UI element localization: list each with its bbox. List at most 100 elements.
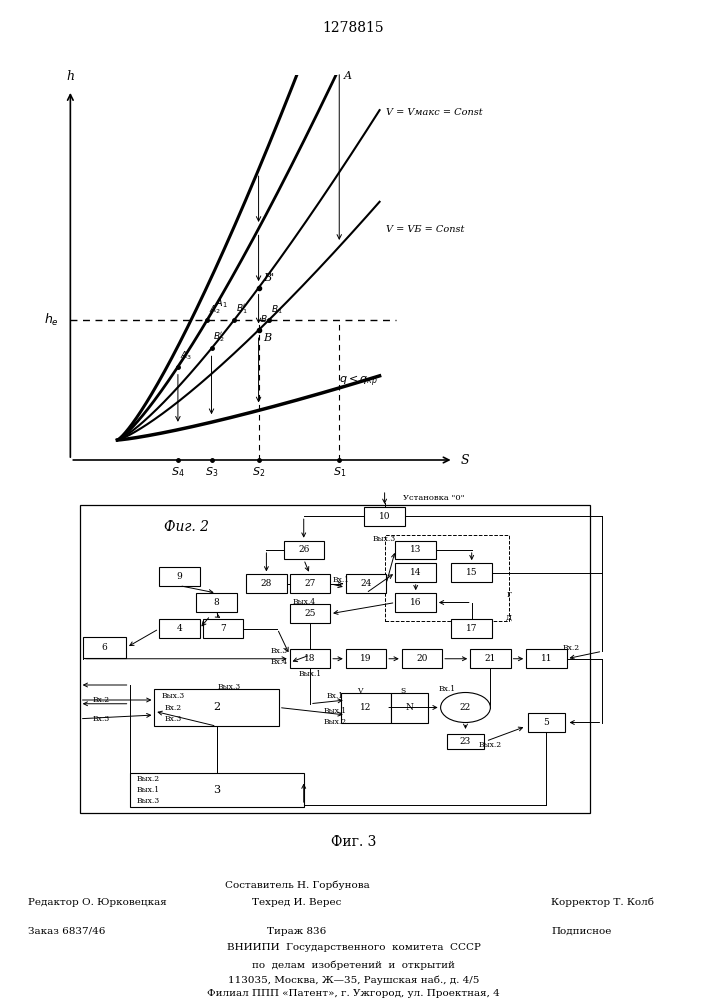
Text: 11: 11 — [541, 654, 552, 663]
Text: $h_e$: $h_e$ — [44, 312, 59, 328]
Text: 14: 14 — [410, 568, 421, 577]
Bar — [203, 619, 243, 638]
Text: Филиал ППП «Патент», г. Ужгород, ул. Проектная, 4: Филиал ППП «Патент», г. Ужгород, ул. Про… — [207, 988, 500, 998]
Text: Вх.3: Вх.3 — [92, 715, 110, 723]
Text: $A_2$: $A_2$ — [209, 303, 221, 316]
Text: $S_4$: $S_4$ — [171, 465, 185, 479]
Bar — [290, 649, 330, 668]
Bar — [527, 713, 565, 732]
Text: B': B' — [264, 273, 275, 283]
Text: 2: 2 — [213, 702, 220, 712]
Text: $A_3$: $A_3$ — [180, 350, 192, 362]
Bar — [346, 649, 386, 668]
Text: Вх.4: Вх.4 — [270, 658, 288, 666]
Text: 22: 22 — [460, 703, 471, 712]
Text: Вых.2: Вых.2 — [323, 718, 346, 726]
Text: 19: 19 — [360, 654, 372, 663]
Text: Вых.3: Вых.3 — [373, 535, 396, 543]
Text: $q < q_{кр}$: $q < q_{кр}$ — [339, 373, 378, 389]
Text: Тираж 836: Тираж 836 — [267, 927, 327, 936]
Bar — [159, 619, 199, 638]
Text: $B_2'$: $B_2'$ — [214, 330, 225, 344]
Text: $S_1$: $S_1$ — [332, 465, 346, 479]
Bar — [83, 637, 127, 658]
Text: $S_3$: $S_3$ — [205, 465, 218, 479]
Text: 18: 18 — [304, 654, 316, 663]
Text: 1278815: 1278815 — [322, 20, 385, 34]
Circle shape — [440, 692, 491, 722]
Text: A: A — [344, 71, 352, 81]
Text: Вх.1: Вх.1 — [326, 692, 344, 700]
Text: Вх.1: Вх.1 — [438, 685, 455, 693]
Bar — [470, 649, 510, 668]
Text: Фиг. 2: Фиг. 2 — [164, 520, 209, 534]
Text: S: S — [460, 454, 469, 466]
Text: Установка "0": Установка "0" — [403, 493, 465, 502]
Text: V: V — [357, 687, 363, 695]
Text: Г: Г — [506, 591, 512, 599]
Bar — [290, 574, 330, 593]
Bar — [395, 593, 436, 612]
Text: по  делам  изобретений  и  открытий: по делам изобретений и открытий — [252, 960, 455, 970]
Text: ВНИИПИ  Государственного  комитета  СССР: ВНИИПИ Государственного комитета СССР — [226, 944, 481, 952]
Text: 10: 10 — [379, 512, 390, 521]
Text: Вх.3: Вх.3 — [270, 647, 288, 655]
Bar — [154, 689, 279, 726]
Text: V = VБ = Const: V = VБ = Const — [386, 225, 464, 234]
Text: N: N — [406, 703, 414, 712]
Bar — [346, 574, 386, 593]
Text: 23: 23 — [460, 737, 471, 746]
Text: Составитель Н. Горбунова: Составитель Н. Горбунова — [225, 880, 369, 890]
Text: 113035, Москва, Ж—35, Раушская наб., д. 4/5: 113035, Москва, Ж—35, Раушская наб., д. … — [228, 976, 479, 985]
Text: 17: 17 — [466, 624, 477, 633]
Text: Вых.3: Вых.3 — [136, 797, 160, 805]
Text: 15: 15 — [466, 568, 477, 577]
Text: $S_2$: $S_2$ — [252, 465, 265, 479]
Bar — [159, 567, 199, 586]
Text: Корректор Т. Колб: Корректор Т. Колб — [551, 898, 655, 907]
Bar — [452, 563, 492, 582]
Bar — [364, 507, 405, 526]
Text: Вых.1: Вых.1 — [136, 786, 160, 794]
Text: 8: 8 — [214, 598, 219, 607]
Text: Редактор О. Юрковецкая: Редактор О. Юрковецкая — [28, 898, 167, 907]
Text: $B_2$: $B_2$ — [260, 313, 271, 326]
Bar — [385, 535, 509, 621]
Text: S: S — [401, 687, 406, 695]
Text: $A_1$: $A_1$ — [215, 296, 228, 310]
Text: Вых.1: Вых.1 — [323, 707, 346, 715]
Text: Д: Д — [506, 613, 512, 621]
Text: 21: 21 — [485, 654, 496, 663]
Text: Вых.3: Вых.3 — [218, 683, 240, 691]
Bar — [284, 541, 324, 559]
Text: 6: 6 — [102, 643, 107, 652]
Text: Вых.4: Вых.4 — [292, 598, 315, 606]
Bar — [395, 563, 436, 582]
Text: Вх.2: Вх.2 — [165, 704, 182, 712]
Text: Вх.3: Вх.3 — [165, 715, 182, 723]
Bar — [395, 541, 436, 559]
Text: 25: 25 — [304, 609, 316, 618]
Bar — [129, 773, 304, 807]
Text: Вых.2: Вых.2 — [136, 775, 160, 783]
Bar — [402, 649, 442, 668]
Bar — [246, 574, 286, 593]
Text: 24: 24 — [361, 579, 372, 588]
Bar — [80, 505, 590, 812]
Text: 28: 28 — [261, 579, 272, 588]
Text: Вых.1: Вых.1 — [298, 670, 322, 678]
Bar — [391, 692, 428, 722]
Text: Вх.1: Вх.1 — [332, 576, 350, 584]
Bar — [341, 692, 391, 722]
Text: $B_1$: $B_1$ — [271, 303, 282, 316]
Bar — [452, 619, 492, 638]
Text: Техред И. Верес: Техред И. Верес — [252, 898, 341, 907]
Text: Заказ 6837/46: Заказ 6837/46 — [28, 927, 105, 936]
Text: Фиг. 3: Фиг. 3 — [331, 836, 376, 850]
Text: B: B — [264, 333, 271, 343]
Text: 7: 7 — [220, 624, 226, 633]
Text: 12: 12 — [361, 703, 372, 712]
Text: 9: 9 — [177, 572, 182, 581]
Text: Вх.2: Вх.2 — [92, 696, 110, 704]
Text: Вых.2: Вых.2 — [479, 741, 502, 749]
